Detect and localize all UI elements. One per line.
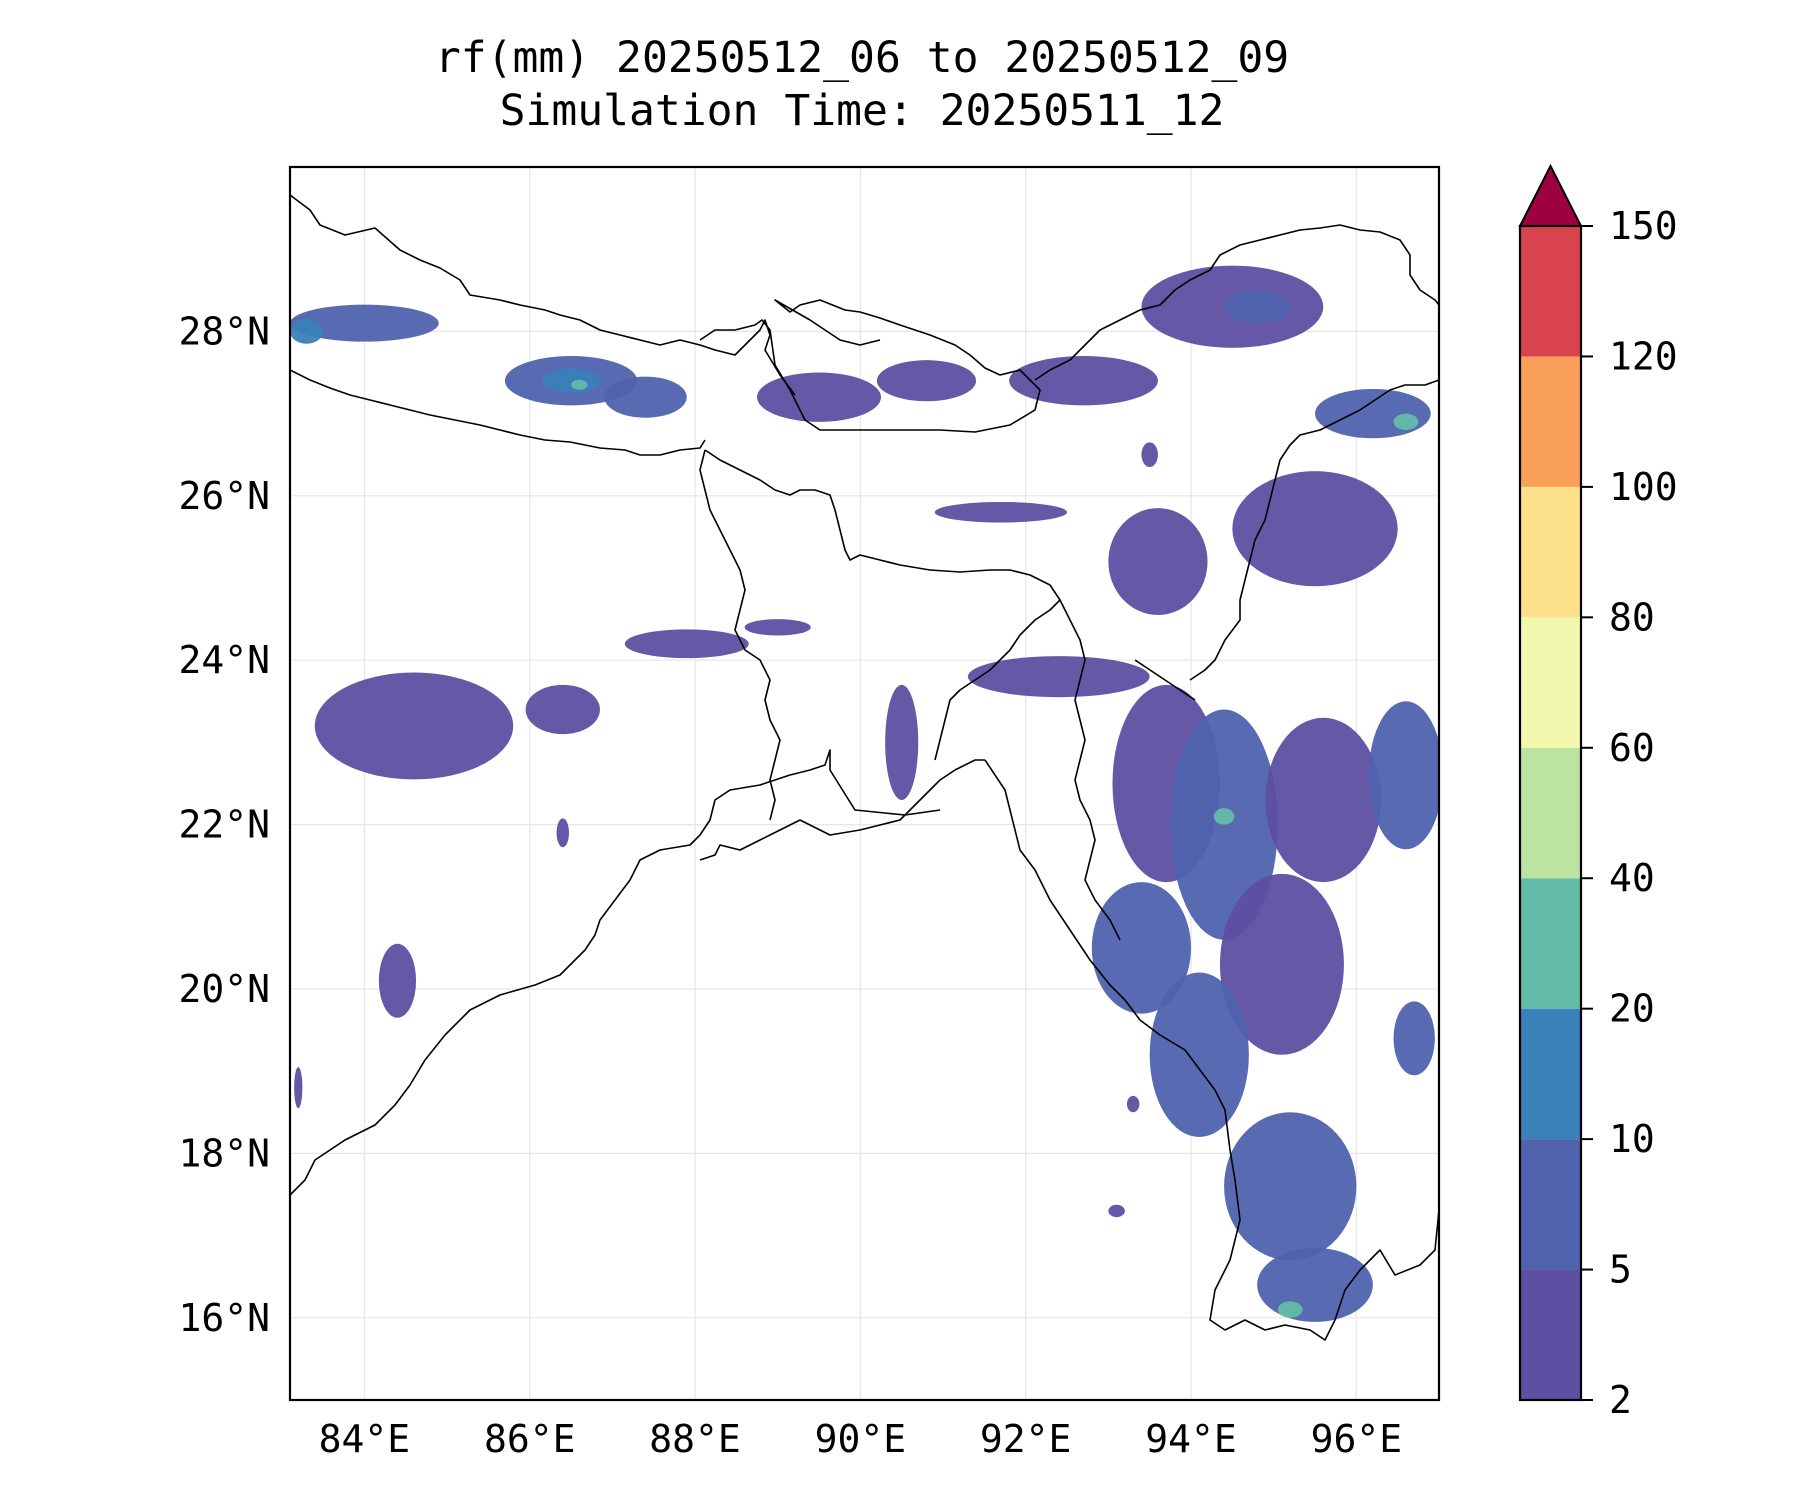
rain-area — [290, 304, 439, 342]
colorbar-tick-label: 20 — [1609, 987, 1655, 1031]
x-tick-label: 86°E — [484, 1417, 576, 1461]
rain-area — [1091, 882, 1192, 1014]
plot-frame — [288, 165, 1441, 1402]
rain-area — [757, 372, 882, 422]
map-plot-area: 84°E 86°E 88°E 90°E 92°E 94°E 96°E 16°N 18°N 20°… — [178, 165, 1441, 1461]
colorbar-segment — [1520, 356, 1581, 487]
colorbar-segment — [1520, 486, 1581, 618]
border-india-myanmar — [1189, 379, 1439, 681]
y-tick-label: 18°N — [178, 1131, 270, 1175]
rain-area — [876, 360, 977, 402]
x-tick-label: 96°E — [1311, 1417, 1403, 1461]
rain-area — [934, 501, 1068, 523]
rain-area — [1009, 356, 1158, 406]
colorbar-segment — [1520, 1139, 1581, 1270]
colorbar-segment — [1520, 878, 1581, 1009]
border-bangladesh-west — [704, 449, 1061, 761]
y-tick-label: 28°N — [178, 309, 270, 353]
x-axis-ticks: 84°E 86°E 88°E 90°E 92°E 94°E 96°E — [319, 1417, 1402, 1461]
y-tick-label: 24°N — [178, 638, 270, 682]
colorbar-tick-label: 2 — [1609, 1378, 1632, 1422]
rain-area — [542, 368, 600, 394]
rain-area — [1393, 1001, 1435, 1076]
colorbar-tick-label: 60 — [1609, 726, 1655, 770]
rain-area — [1213, 808, 1235, 825]
rain-area — [744, 619, 811, 636]
chart-title-line-1: rf(mm) 20250512_06 to 20250512_09 — [435, 33, 1289, 83]
x-tick-label: 92°E — [980, 1417, 1072, 1461]
rainfall-contours — [290, 265, 1439, 1322]
colorbar-tick-label: 120 — [1609, 334, 1678, 378]
rain-area — [571, 379, 588, 390]
rain-area — [1224, 290, 1291, 324]
colorbar-segment — [1520, 617, 1581, 748]
coastline-east-india — [290, 749, 941, 1196]
rain-area — [604, 376, 687, 418]
colorbar-segment — [1520, 1008, 1581, 1140]
rain-area — [1224, 1112, 1357, 1261]
rain-area — [525, 684, 600, 735]
colorbar-ticks: 2 5 10 20 40 60 80 100 120 150 — [1581, 204, 1678, 1422]
rain-area — [1315, 388, 1431, 439]
rain-area — [1149, 972, 1249, 1137]
coastline-bangladesh — [699, 759, 985, 861]
rain-area — [967, 656, 1150, 698]
border-nepal-north — [290, 194, 796, 396]
rain-area — [1265, 717, 1382, 883]
rain-area — [1141, 442, 1158, 468]
colorbar-tick-label: 150 — [1609, 204, 1678, 248]
colorbar: 2 5 10 20 40 60 80 100 120 150 — [1518, 163, 1678, 1422]
rain-area — [378, 943, 417, 1018]
y-tick-label: 20°N — [178, 967, 270, 1011]
chart-title-line-2: Simulation Time: 20250511_12 — [500, 86, 1225, 136]
border-tibet-arunachal — [1034, 224, 1439, 381]
colorbar-extend-triangle — [1518, 163, 1583, 227]
rain-area — [1232, 471, 1398, 587]
rain-area — [1368, 701, 1439, 850]
coastlines-borders — [290, 194, 1439, 1341]
coastline-myanmar — [984, 759, 1439, 1341]
y-tick-label: 26°N — [178, 474, 270, 518]
x-tick-label: 90°E — [815, 1417, 907, 1461]
y-tick-label: 16°N — [178, 1296, 270, 1340]
colorbar-segment — [1520, 747, 1581, 879]
rain-area — [624, 629, 749, 659]
colorbar-tick-label: 5 — [1609, 1248, 1632, 1292]
rain-area — [294, 1067, 303, 1109]
rain-area — [1126, 1095, 1140, 1113]
border-nepal-south — [290, 369, 706, 456]
rain-area — [1108, 1204, 1125, 1218]
rain-area — [556, 818, 569, 848]
x-tick-label: 88°E — [649, 1417, 741, 1461]
x-tick-label: 84°E — [319, 1417, 411, 1461]
rain-area — [314, 672, 514, 780]
border-myanmar-east — [1134, 659, 1196, 701]
rain-area — [1393, 413, 1419, 431]
rain-area — [1108, 508, 1208, 615]
rain-area — [290, 319, 324, 344]
colorbar-tick-label: 80 — [1609, 595, 1655, 639]
colorbar-frame — [1518, 224, 1583, 1402]
colorbar-segments — [1520, 226, 1581, 1400]
colorbar-segment — [1520, 1269, 1581, 1400]
y-axis-ticks: 16°N 18°N 20°N 22°N 24°N 26°N 28°N — [178, 309, 270, 1339]
rain-area — [1257, 1247, 1373, 1322]
border-sikkim-bhutan — [699, 299, 1041, 433]
rain-area — [885, 684, 919, 800]
y-tick-label: 22°N — [178, 803, 270, 847]
x-tick-label: 94°E — [1145, 1417, 1237, 1461]
colorbar-tick-label: 100 — [1609, 465, 1678, 509]
border-india-myanmar-south — [1059, 599, 1121, 941]
colorbar-segment — [1520, 226, 1581, 357]
rain-area — [1277, 1301, 1303, 1318]
border-bangladesh-south-west — [699, 449, 781, 821]
colorbar-tick-label: 40 — [1609, 856, 1655, 900]
rain-area — [1219, 873, 1344, 1055]
colorbar-tick-label: 10 — [1609, 1117, 1655, 1161]
